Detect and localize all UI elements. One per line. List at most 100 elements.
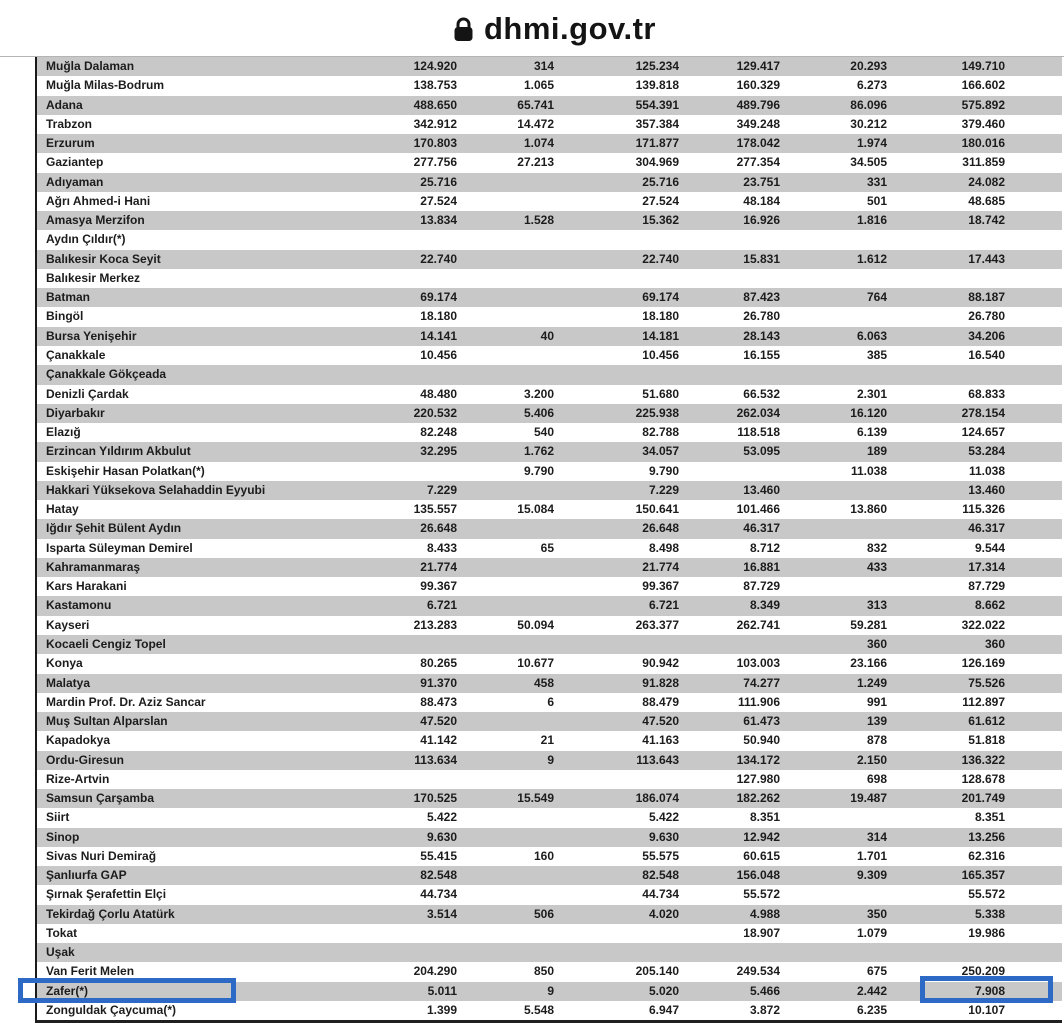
airport-name-cell: Kapadokya: [37, 731, 287, 751]
value-cell-3: 47.520: [554, 712, 679, 732]
value-cell-1: 22.740: [287, 249, 457, 269]
table-row: Adıyaman 25.716 25.716 23.751 331 24.082: [37, 172, 1062, 192]
value-cell-5: 350: [780, 904, 887, 924]
value-cell-5: 2.150: [780, 750, 887, 770]
value-cell-4: 16.926: [679, 211, 780, 231]
value-cell-5: 501: [780, 191, 887, 212]
table-row: Muğla Dalaman 124.920 314 125.234 129.41…: [37, 57, 1062, 77]
table-row: Adana 488.650 65.741 554.391 489.796 86.…: [37, 95, 1062, 115]
value-cell-3: 263.377: [554, 615, 679, 635]
value-cell-2: 6: [457, 692, 554, 713]
value-cell-2: 3.200: [457, 384, 554, 404]
value-cell-3: [554, 634, 679, 655]
value-cell-4: 134.172: [679, 750, 780, 770]
airport-name-cell: Muş Sultan Alparslan: [37, 712, 287, 732]
value-cell-3: 357.384: [554, 114, 679, 135]
value-cell-2: 458: [457, 673, 554, 693]
browser-address-bar[interactable]: dhmi.gov.tr: [0, 0, 1064, 57]
value-cell-2: [457, 172, 554, 192]
value-cell-5: 30.212: [780, 114, 887, 135]
airport-name-cell: Bursa Yenişehir: [37, 326, 287, 346]
value-cell-5: [780, 519, 887, 539]
table-row: Konya 80.265 10.677 90.942 103.003 23.16…: [37, 654, 1062, 674]
highlight-box-total-value: [920, 976, 1053, 1003]
airport-name-cell: Erzincan Yıldırım Akbulut: [37, 442, 287, 462]
value-cell-5: 878: [780, 731, 887, 751]
table-row: Zafer(*) 5.011 9 5.020 5.466 2.442 7.908: [37, 981, 1062, 1002]
value-cell-1: 41.142: [287, 731, 457, 751]
value-cell-1: 82.548: [287, 866, 457, 886]
value-cell-6: 13.256: [887, 827, 1062, 847]
value-cell-6: 311.859: [887, 153, 1062, 173]
table-row: Sinop 9.630 9.630 12.942 314 13.256: [37, 827, 1062, 847]
value-cell-1: 213.283: [287, 615, 457, 635]
value-cell-3: 205.140: [554, 962, 679, 982]
table-row: Uşak: [37, 943, 1062, 963]
value-cell-2: [457, 288, 554, 308]
value-cell-6: 24.082: [887, 172, 1062, 192]
value-cell-1: 80.265: [287, 654, 457, 674]
value-cell-6: 360: [887, 634, 1062, 655]
highlight-box-airport-name: [18, 978, 236, 1003]
value-cell-2: [457, 634, 554, 655]
value-cell-5: 13.860: [780, 500, 887, 520]
value-cell-5: 698: [780, 769, 887, 790]
value-cell-4: [679, 943, 780, 963]
value-cell-5: 9.309: [780, 866, 887, 886]
value-cell-4: 8.712: [679, 538, 780, 558]
table-row: Mardin Prof. Dr. Aziz Sancar 88.473 6 88…: [37, 692, 1062, 713]
table-row: Iğdır Şehit Bülent Aydın 26.648 26.648 4…: [37, 519, 1062, 539]
value-cell-6: 17.314: [887, 557, 1062, 578]
value-cell-2: [457, 191, 554, 212]
value-cell-3: 554.391: [554, 95, 679, 115]
table-row: Trabzon 342.912 14.472 357.384 349.248 3…: [37, 114, 1062, 135]
value-cell-3: 27.524: [554, 191, 679, 212]
value-cell-1: 21.774: [287, 557, 457, 578]
value-cell-4: 53.095: [679, 442, 780, 462]
value-cell-4: 262.034: [679, 403, 780, 424]
value-cell-3: 55.575: [554, 846, 679, 867]
value-cell-4: 15.831: [679, 249, 780, 269]
value-cell-6: [887, 943, 1062, 963]
value-cell-6: 13.460: [887, 480, 1062, 501]
value-cell-2: 50.094: [457, 615, 554, 635]
value-cell-3: 10.456: [554, 345, 679, 366]
value-cell-3: 41.163: [554, 731, 679, 751]
value-cell-4: 60.615: [679, 846, 780, 867]
value-cell-2: 540: [457, 423, 554, 443]
value-cell-2: 15.549: [457, 789, 554, 809]
table-row: Bursa Yenişehir 14.141 40 14.181 28.143 …: [37, 326, 1062, 346]
value-cell-2: [457, 885, 554, 905]
value-cell-4: [679, 268, 780, 289]
value-cell-5: 6.139: [780, 423, 887, 443]
value-cell-3: 69.174: [554, 288, 679, 308]
value-cell-1: 277.756: [287, 153, 457, 173]
value-cell-3: 304.969: [554, 153, 679, 173]
url-display[interactable]: dhmi.gov.tr: [453, 11, 656, 47]
table-row: Ordu-Giresun 113.634 9 113.643 134.172 2…: [37, 750, 1062, 770]
value-cell-2: [457, 365, 554, 385]
page-top-divider: [0, 56, 1064, 57]
value-cell-2: 15.084: [457, 500, 554, 520]
value-cell-5: 314: [780, 827, 887, 847]
table-row: Kayseri 213.283 50.094 263.377 262.741 5…: [37, 615, 1062, 635]
airport-name-cell: Trabzon: [37, 114, 287, 135]
value-cell-4: 13.460: [679, 480, 780, 501]
value-cell-6: 126.169: [887, 654, 1062, 674]
value-cell-3: 125.234: [554, 57, 679, 77]
value-cell-2: 14.472: [457, 114, 554, 135]
airport-name-cell: Adana: [37, 95, 287, 115]
value-cell-1: [287, 230, 457, 250]
value-cell-6: 278.154: [887, 403, 1062, 424]
value-cell-2: 40: [457, 326, 554, 346]
table-row: Şanlıurfa GAP 82.548 82.548 156.048 9.30…: [37, 866, 1062, 886]
value-cell-4: 55.572: [679, 885, 780, 905]
lock-icon: [454, 17, 473, 41]
value-cell-5: 20.293: [780, 57, 887, 77]
value-cell-2: [457, 345, 554, 366]
value-cell-4: 118.518: [679, 423, 780, 443]
value-cell-4: 8.349: [679, 596, 780, 616]
value-cell-6: 53.284: [887, 442, 1062, 462]
value-cell-6: 87.729: [887, 577, 1062, 597]
value-cell-1: 9.630: [287, 827, 457, 847]
